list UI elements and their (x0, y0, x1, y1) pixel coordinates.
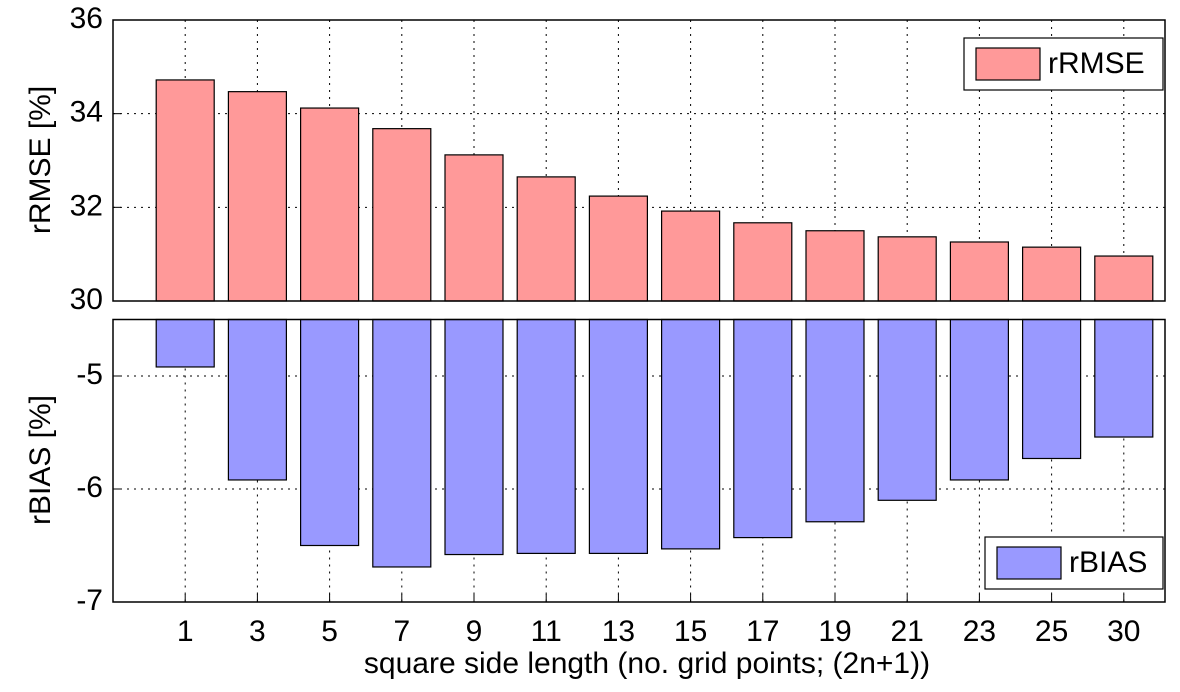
x-tick-label: 11 (531, 615, 562, 648)
legend-label: rRMSE (1048, 47, 1145, 80)
bar (444, 154, 504, 302)
y-axis-label: rBIAS [%] (24, 395, 57, 525)
bar (516, 176, 576, 302)
x-tick-label: 30 (1107, 615, 1140, 648)
bar (660, 210, 721, 302)
bar (1021, 246, 1082, 302)
y-axis-label: rRMSE [%] (24, 86, 57, 234)
bar (949, 241, 1010, 302)
y-tick-label: -6 (76, 471, 103, 504)
y-tick-label: 32 (70, 189, 103, 222)
bar (1021, 318, 1082, 460)
x-tick-label: 5 (321, 615, 338, 648)
bar (805, 318, 865, 523)
bar (588, 195, 649, 302)
y-tick-label: -7 (76, 584, 103, 617)
bar (300, 318, 360, 547)
bar (227, 91, 287, 302)
legend-label: rBIAS (1069, 546, 1147, 579)
bar (588, 318, 649, 555)
bar (805, 230, 865, 302)
x-tick-label: 7 (393, 615, 410, 648)
bar (733, 222, 793, 302)
bar (1094, 318, 1154, 438)
x-tick-label: 13 (602, 615, 635, 648)
bar (1094, 255, 1154, 302)
x-tick-label: 19 (818, 615, 851, 648)
bar (877, 236, 937, 302)
bar (516, 318, 576, 555)
bar (155, 79, 215, 302)
bar (372, 128, 432, 302)
y-tick-label: 34 (70, 96, 103, 129)
bar (733, 318, 793, 539)
bar (444, 318, 504, 556)
axes-box (112, 318, 1166, 603)
bar (877, 318, 937, 501)
x-tick-label: 17 (746, 615, 779, 648)
bar (155, 318, 215, 368)
y-tick-label: 30 (70, 283, 103, 316)
x-tick-label: 15 (674, 615, 707, 648)
bar (949, 318, 1010, 481)
axes-box (112, 19, 1166, 302)
bar (372, 318, 432, 568)
bar (300, 107, 360, 302)
x-tick-label: 1 (177, 615, 194, 648)
x-tick-label: 25 (1035, 615, 1068, 648)
x-tick-label: 3 (249, 615, 266, 648)
bar (227, 318, 287, 481)
x-tick-label: 9 (466, 615, 483, 648)
x-tick-label: 21 (891, 615, 924, 648)
x-tick-label: 23 (963, 615, 996, 648)
y-tick-label: 36 (70, 2, 103, 35)
x-axis-label: square side length (no. grid points; (2n… (364, 647, 930, 680)
legend-swatch (975, 47, 1041, 81)
y-tick-label: -5 (76, 358, 103, 391)
bar (660, 318, 721, 550)
legend-swatch (996, 546, 1062, 580)
